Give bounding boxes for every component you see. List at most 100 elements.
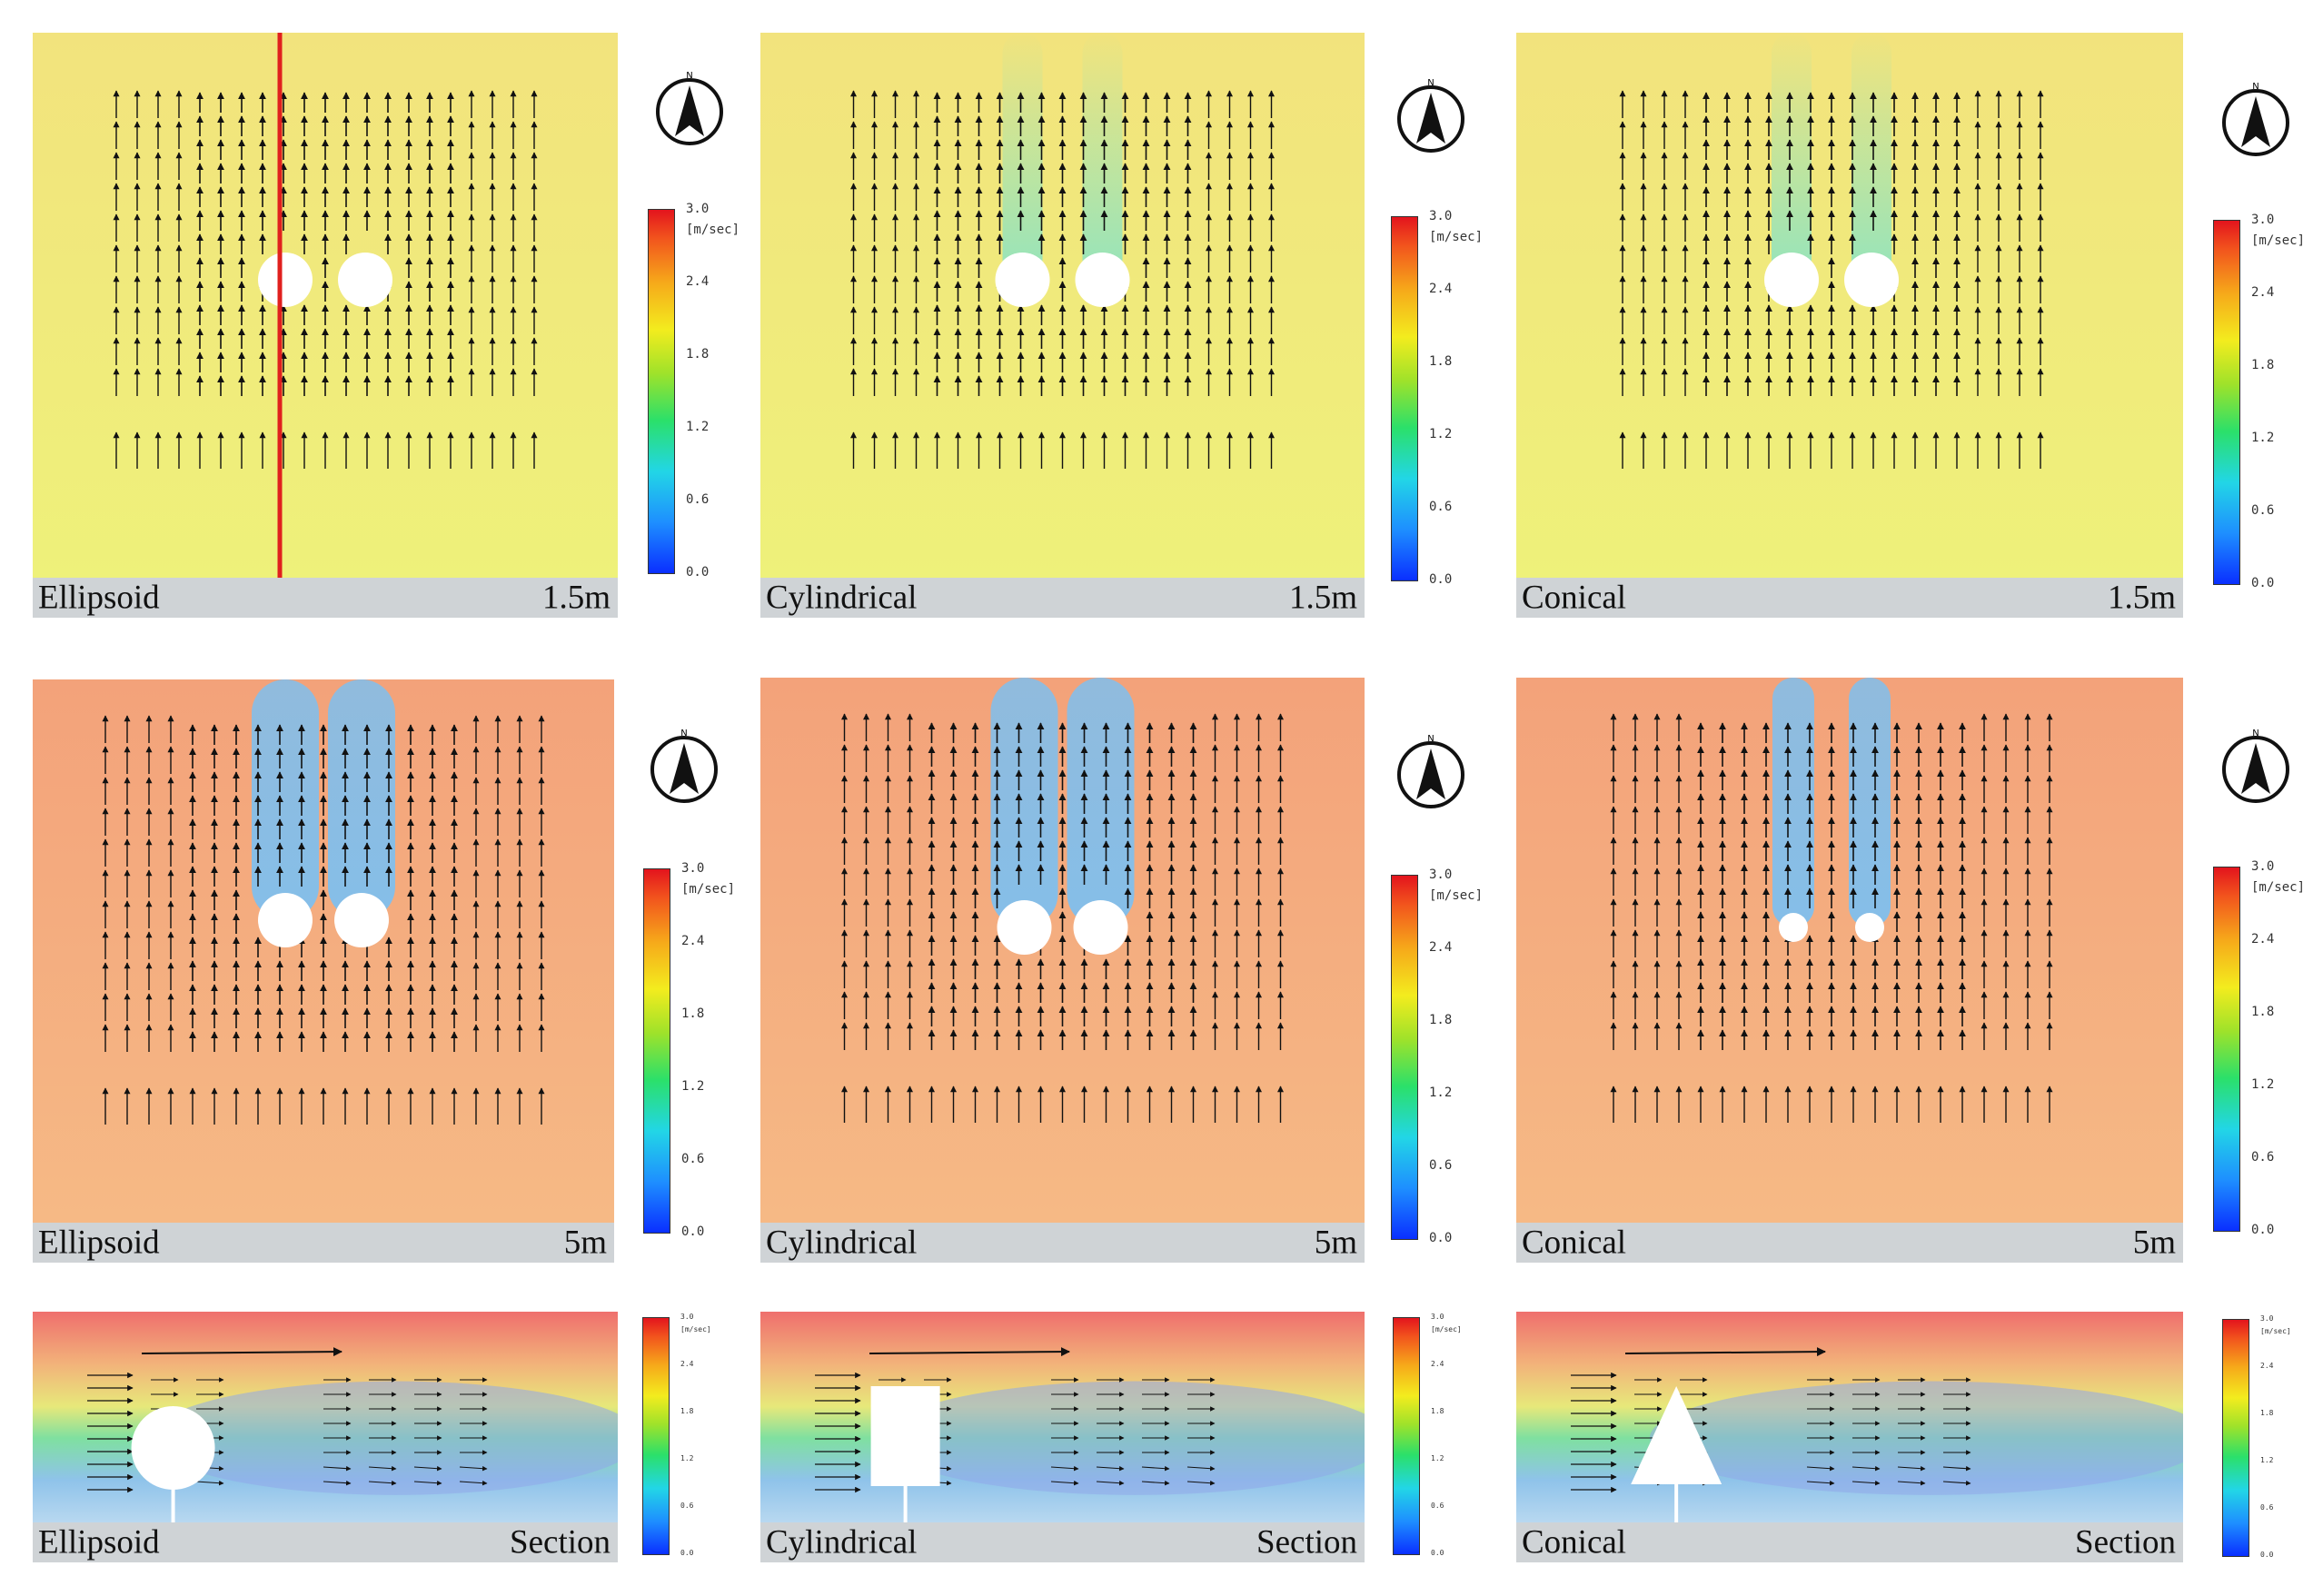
- tree-crown: [1631, 1386, 1722, 1484]
- velocity-arrow: [1806, 1465, 1835, 1472]
- legend-tick: 2.4: [2251, 284, 2275, 300]
- label-bar: Ellipsoid 5m: [33, 1223, 614, 1263]
- legend-tick: 1.8: [681, 1006, 705, 1021]
- legend-tick: 0.6: [2251, 1149, 2275, 1165]
- velocity-arrow: [869, 1347, 1070, 1357]
- legend-tick: 0.0: [2251, 575, 2275, 590]
- tree-crown: [1073, 900, 1128, 955]
- shape-label: Cylindrical: [766, 579, 918, 617]
- legend-tick: 3.0: [681, 860, 705, 876]
- legend-unit: [m/sec]: [680, 1324, 711, 1333]
- wake-plume: [252, 679, 319, 920]
- velocity-field: [1516, 678, 2183, 1263]
- legend-unit: [m/sec]: [2260, 1326, 2291, 1335]
- label-bar: Conical 1.5m: [1516, 578, 2183, 618]
- velocity-arrow: [1624, 1347, 1826, 1357]
- velocity-arrow: [141, 1347, 342, 1357]
- tree-crown: [997, 900, 1052, 955]
- panel-conical-section: Conical Section: [1516, 1312, 2183, 1562]
- legend-tick: 3.0: [2260, 1314, 2274, 1323]
- legend-color-bar: [1391, 875, 1418, 1240]
- legend-tick: 1.2: [681, 1078, 705, 1094]
- legend-tick: 1.2: [2251, 1076, 2275, 1092]
- velocity-field: [760, 1312, 1365, 1522]
- velocity-arrow: [1942, 1465, 1971, 1472]
- legend-tick: 3.0: [2251, 858, 2275, 874]
- legend-color-bar: [642, 1317, 670, 1555]
- legend-tick: 3.0: [1431, 1313, 1444, 1322]
- legend-tick: 2.4: [686, 273, 710, 289]
- north-arrow-icon: N: [1397, 78, 1464, 153]
- legend-color-bar: [2213, 220, 2240, 585]
- velocity-arrow: [1942, 1480, 1971, 1486]
- panel-conical-1-5m: Conical 1.5m: [1516, 33, 2183, 618]
- legend-tick: 1.2: [2251, 430, 2275, 445]
- legend-tick: 0.0: [2260, 1551, 2274, 1560]
- shape-label: Ellipsoid: [38, 1224, 160, 1262]
- tree-crown: [1075, 253, 1130, 307]
- legend-tick: 1.8: [2251, 1004, 2275, 1019]
- label-bar: Cylindrical 5m: [760, 1223, 1365, 1263]
- legend-color-bar: [2222, 1319, 2249, 1557]
- velocity-field: [1516, 33, 2183, 618]
- legend-tick: 0.0: [1429, 1230, 1453, 1245]
- legend-unit: [m/sec]: [1429, 230, 1484, 245]
- height-label: 5m: [2132, 1224, 2176, 1262]
- compass-letter: N: [2252, 729, 2258, 739]
- label-bar: Cylindrical 1.5m: [760, 578, 1365, 618]
- legend-unit: [m/sec]: [681, 882, 736, 897]
- panel-conical-5m: Conical 5m: [1516, 678, 2183, 1263]
- compass-letter: N: [2252, 82, 2258, 92]
- wake-plume: [1082, 33, 1123, 280]
- shape-label: Conical: [1522, 579, 1627, 617]
- tree-crown: [258, 893, 313, 947]
- legend-tick: 0.6: [1431, 1502, 1444, 1511]
- label-bar: Cylindrical Section: [760, 1522, 1365, 1562]
- legend-tick: 1.8: [1429, 353, 1453, 369]
- legend-unit: [m/sec]: [2251, 880, 2306, 896]
- tree-crown: [995, 253, 1050, 307]
- height-label: 5m: [563, 1224, 607, 1262]
- shape-label: Cylindrical: [766, 1523, 918, 1561]
- legend-tick: 2.4: [2260, 1362, 2274, 1371]
- velocity-field: [1516, 1312, 2183, 1522]
- legend-unit: [m/sec]: [686, 223, 740, 238]
- velocity-arrow: [195, 1480, 224, 1486]
- legend-tick: 1.8: [2260, 1409, 2274, 1418]
- tree-crown: [1844, 253, 1899, 307]
- legend-tick: 0.6: [686, 491, 710, 507]
- tree-crown: [1764, 253, 1819, 307]
- legend-unit: [m/sec]: [1429, 888, 1484, 904]
- legend-tick: 0.0: [681, 1224, 705, 1239]
- height-label: Section: [2075, 1523, 2176, 1561]
- velocity-arrow: [459, 1465, 488, 1472]
- legend-tick: 1.8: [1431, 1407, 1444, 1416]
- legend-tick: 0.0: [1429, 571, 1453, 587]
- legend-tick: 3.0: [686, 201, 710, 216]
- velocity-field: [33, 33, 618, 618]
- velocity-arrow: [1141, 1480, 1170, 1486]
- velocity-arrow: [323, 1465, 352, 1472]
- velocity-arrow: [1851, 1480, 1881, 1486]
- height-label: Section: [1256, 1523, 1357, 1561]
- legend-tick: 1.8: [2251, 357, 2275, 372]
- legend-tick: 1.2: [1429, 426, 1453, 441]
- legend-tick: 0.6: [2260, 1503, 2274, 1512]
- tree-crown: [258, 253, 313, 307]
- legend-tick: 0.0: [1431, 1549, 1444, 1558]
- shape-label: Conical: [1522, 1523, 1627, 1561]
- velocity-arrow: [1897, 1480, 1926, 1486]
- legend-tick: 0.0: [2251, 1222, 2275, 1237]
- velocity-arrow: [323, 1480, 352, 1486]
- height-label: 5m: [1314, 1224, 1357, 1262]
- tree-crown: [1855, 913, 1884, 942]
- velocity-arrow: [1096, 1465, 1125, 1472]
- height-label: 1.5m: [1288, 579, 1357, 617]
- legend-tick: 1.2: [1431, 1454, 1444, 1463]
- velocity-arrow: [1050, 1480, 1079, 1486]
- north-arrow-icon: N: [2222, 729, 2289, 803]
- label-bar: Conical Section: [1516, 1522, 2183, 1562]
- wake-plume: [328, 679, 395, 920]
- velocity-arrow: [1141, 1465, 1170, 1472]
- legend-tick: 2.4: [681, 933, 705, 948]
